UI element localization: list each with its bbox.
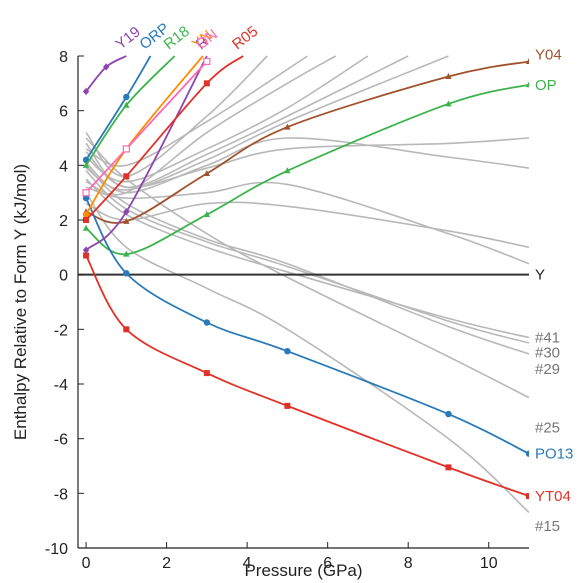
gray-series-label-15: #15 <box>535 518 560 535</box>
x-axis-title: Pressure (GPa) <box>244 561 362 580</box>
series-label-r05: R05 <box>229 23 261 53</box>
x-tick-label: 6 <box>323 555 332 572</box>
series-point-y04 <box>525 57 529 64</box>
x-tick-label: 2 <box>162 555 171 572</box>
gray-series-line-29 <box>85 164 529 355</box>
y-tick-label: -10 <box>45 541 68 558</box>
series-point-op <box>203 211 211 218</box>
series-point-r <box>82 246 90 254</box>
gray-series-line-41 <box>85 178 529 339</box>
series-line-orp <box>85 55 152 161</box>
gray-series-label-41: #41 <box>535 330 560 347</box>
series-line-y19 <box>85 55 127 93</box>
series-line-yt04 <box>85 255 529 497</box>
series-label-op: OP <box>535 77 557 94</box>
series-point-r18 <box>82 161 90 168</box>
gray-series-line-15 <box>85 192 529 514</box>
series-point-r05 <box>123 173 130 180</box>
series-point-y04 <box>123 217 130 224</box>
x-tick-label: 10 <box>480 555 498 572</box>
series-point-y19 <box>102 63 110 71</box>
series-point-yn <box>82 211 90 218</box>
series-point-y04 <box>203 170 211 177</box>
series-point-r05 <box>83 217 90 223</box>
series-point-on <box>203 57 211 66</box>
series-point-po13 <box>123 270 130 277</box>
y-tick-label: -2 <box>54 322 68 339</box>
gray-series-label-30: #30 <box>535 345 560 362</box>
gray-series-line-13 <box>85 55 337 196</box>
y-tick-label: 8 <box>59 49 68 66</box>
series-line-op <box>85 83 529 256</box>
gray-series-line-14 <box>85 55 308 167</box>
series-point-op <box>284 167 291 174</box>
series-label-yt04: YT04 <box>535 488 571 505</box>
series-point-po13 <box>445 410 452 418</box>
y-tick-label: -4 <box>54 377 68 394</box>
x-tick-label: 0 <box>82 555 91 572</box>
y-tick-label: 4 <box>59 158 68 175</box>
series-point-yt04 <box>284 402 291 409</box>
gray-series-label-25: #25 <box>535 420 560 437</box>
series-point-po13 <box>284 348 291 355</box>
axes: 0 2 4 6 8 10 -10 -8 -6 -4 -2 0 2 4 6 8 <box>45 49 529 572</box>
series-point-yt04 <box>123 326 130 333</box>
series-point-po13 <box>525 450 529 457</box>
series-point-po13 <box>82 194 90 202</box>
y-tick-label: -8 <box>54 486 68 503</box>
y-tick-label: -6 <box>54 432 68 449</box>
series-point-yt04 <box>445 464 452 471</box>
gray-series-line-11 <box>85 55 409 189</box>
series-point-on <box>122 145 130 153</box>
series-point-on <box>82 189 90 197</box>
y-axis-title: Enthalpy Relative to Form Y (kJ/mol) <box>11 164 30 440</box>
series-point-op <box>445 100 452 107</box>
series-point-yt04 <box>203 370 210 377</box>
series-point-yt04 <box>83 252 90 259</box>
series-point-op <box>82 224 90 231</box>
gray-series-line-10 <box>85 55 369 183</box>
gray-series-group <box>85 55 529 514</box>
gray-series-label-29: #29 <box>535 361 560 378</box>
series-point-op <box>525 81 529 88</box>
series-point-r18 <box>123 101 130 108</box>
series-point-r <box>123 208 130 216</box>
x-tick-label: 8 <box>404 555 413 572</box>
series-point-yt04 <box>526 493 529 500</box>
y-tick-label: 2 <box>59 213 68 230</box>
series-label-po13: PO13 <box>535 446 573 463</box>
series-point-orp <box>123 93 130 101</box>
series-point-y04 <box>284 123 291 130</box>
series-point-r05 <box>203 80 210 87</box>
x-tick-label: 4 <box>243 555 252 572</box>
series-point-po13 <box>203 319 211 326</box>
series-line-r <box>85 55 208 251</box>
gray-series-line-7 <box>85 181 529 265</box>
series-line-r05 <box>85 55 244 221</box>
series-point-y04 <box>445 73 452 79</box>
highlighted-lines <box>78 55 529 500</box>
series-point-op <box>123 250 130 257</box>
series-point-y19 <box>82 87 90 96</box>
series-label-y: Y <box>535 267 545 284</box>
y-tick-label: 6 <box>59 104 68 121</box>
gray-series-line-9 <box>85 55 449 191</box>
y-tick-label: 0 <box>59 268 68 285</box>
series-label-y04: Y04 <box>535 46 562 63</box>
